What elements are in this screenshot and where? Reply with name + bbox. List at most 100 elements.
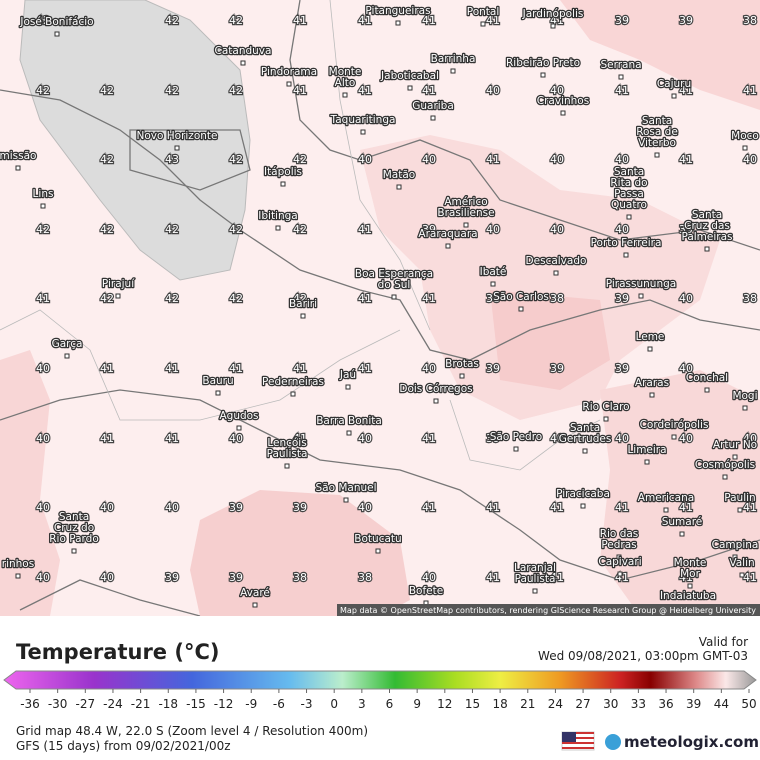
city-name: Santa <box>59 511 89 523</box>
city-name: Brasiliense <box>437 207 494 219</box>
grid-value: 42 <box>165 14 179 27</box>
grid-value: 39 <box>229 501 243 514</box>
city-name: Pindorama <box>261 66 317 78</box>
city-marker <box>174 145 180 151</box>
city-marker <box>671 434 677 440</box>
grid-value: 41 <box>615 84 629 97</box>
grid-value: 41 <box>358 84 372 97</box>
grid-value: 41 <box>679 84 693 97</box>
city-name: São Pedro <box>490 431 542 443</box>
grid-value: 41 <box>165 432 179 445</box>
grid-value: 39 <box>486 362 500 375</box>
model-info: GFS (15 days) from 09/02/2021/00z <box>16 739 231 753</box>
city-name: Araraquara <box>418 228 477 240</box>
city-name: Bofete <box>409 585 443 597</box>
labels: 42 42 42 41 41 41 41 41 39 39 38 42 42 42 42 41 41 41 40 40… <box>0 4 760 611</box>
city-marker <box>603 416 609 422</box>
city-name: Mogi <box>732 390 757 402</box>
city-marker <box>540 72 546 78</box>
grid-value: 40 <box>550 432 564 445</box>
city-marker <box>532 588 538 594</box>
contours <box>0 0 601 471</box>
city-marker <box>459 373 465 379</box>
colorbar-label: 44 <box>714 697 729 711</box>
city-marker <box>450 68 456 74</box>
colorbar <box>3 670 757 690</box>
city-name: Pedras <box>601 539 636 551</box>
grid-value: 38 <box>550 292 564 305</box>
grid-value: 40 <box>422 571 436 584</box>
grid-value: 40 <box>615 223 629 236</box>
city-marker <box>732 554 738 560</box>
city-name: Paulin <box>724 492 755 504</box>
city-marker <box>618 74 624 80</box>
colorbar-label: -24 <box>103 697 123 711</box>
city-name: Pontal <box>467 6 500 18</box>
grid-value: 41 <box>486 14 500 27</box>
city-name: rinhos <box>2 558 34 570</box>
grid-value: 40 <box>679 432 693 445</box>
grid-value: 38 <box>486 292 500 305</box>
cool-area <box>19 0 251 281</box>
city-name: Garça <box>52 338 83 350</box>
grid-value: 41 <box>550 571 564 584</box>
grid-value: 42 <box>100 153 114 166</box>
city-marker <box>71 548 77 554</box>
city-name: Araras <box>635 377 669 389</box>
grid-value: 42 <box>229 14 243 27</box>
grid-value: 41 <box>743 571 757 584</box>
grid-value: 40 <box>550 153 564 166</box>
city-marker <box>480 21 486 27</box>
city-name: Cruz das <box>684 220 730 232</box>
grid-value: 41 <box>293 14 307 27</box>
grid-value: 41 <box>229 362 243 375</box>
grid-value: 42 <box>100 223 114 236</box>
grid-value: 39 <box>422 223 436 236</box>
city-marker <box>396 184 402 190</box>
grid-value: 39 <box>229 571 243 584</box>
colorbar-label: 21 <box>520 697 535 711</box>
attribution: Map data © OpenStreetMap contributors, r… <box>340 606 756 615</box>
city-name: Sumaré <box>662 516 703 528</box>
city-name: Santa <box>570 422 600 434</box>
grid-value: 41 <box>550 501 564 514</box>
brand[interactable]: meteologix.com <box>624 733 759 751</box>
grid-value: 42 <box>36 14 50 27</box>
city-name: São Carlos <box>493 291 549 303</box>
grid-value: 40 <box>358 153 372 166</box>
city-marker <box>518 306 524 312</box>
warm-area <box>490 290 610 390</box>
city-name: Moco <box>731 130 759 142</box>
city-name: Cordeirópolis <box>640 419 709 431</box>
city-name: Cajuru <box>657 78 691 90</box>
grid-value: 39 <box>165 571 179 584</box>
grid-value: 41 <box>615 501 629 514</box>
city-marker <box>617 571 623 577</box>
city-name: Pirassununga <box>606 278 676 290</box>
grid-value: 41 <box>358 292 372 305</box>
city-marker <box>115 293 121 299</box>
city-marker <box>560 110 566 116</box>
city-marker <box>649 392 655 398</box>
warm-area <box>600 370 760 616</box>
city-name: Monte <box>329 66 362 78</box>
city-marker <box>687 583 693 589</box>
city-name: Pirajuí <box>102 278 135 290</box>
city-name: Cruz do <box>54 522 94 534</box>
colorbar-label: 33 <box>631 697 646 711</box>
city-name: Pitangueiras <box>365 5 430 17</box>
borders <box>0 0 760 616</box>
city-marker <box>64 353 70 359</box>
city-name: Monte <box>674 557 707 569</box>
city-name: Passa <box>614 188 644 200</box>
city-name: Rio Claro <box>582 401 629 413</box>
city-name: Rosa de <box>636 126 678 138</box>
grid-value: 41 <box>100 432 114 445</box>
grid-value: 41 <box>358 362 372 375</box>
city-name: Rio das <box>600 528 639 540</box>
city-marker <box>391 294 397 300</box>
grid-value: 43 <box>165 153 179 166</box>
city-marker <box>742 145 748 151</box>
city-name: Avaré <box>240 587 270 599</box>
city-marker <box>275 225 281 231</box>
